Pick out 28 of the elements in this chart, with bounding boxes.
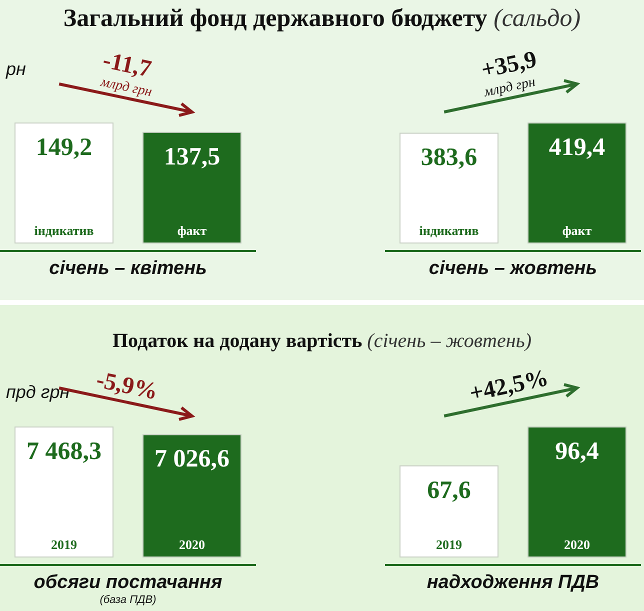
x-tick-label: факт	[562, 223, 592, 238]
text: (січень – жовтень)	[362, 330, 532, 352]
y-axis-title: рн	[5, 59, 26, 79]
x-tick-label: 2019	[436, 537, 462, 552]
x-tick-label: 2020	[564, 537, 590, 552]
text: Загальний фонд державного бюджету	[63, 5, 488, 32]
x-tick-label: 2020	[179, 537, 205, 552]
x-axis-title: надходження ПДВ	[426, 572, 600, 593]
data-label: 96,4	[555, 438, 600, 465]
text: (сальдо)	[487, 5, 581, 32]
x-tick-label: 2019	[51, 537, 78, 552]
text: млрд грн	[482, 74, 537, 100]
x-tick-label: індикатив	[419, 223, 479, 238]
x-tick-label: факт	[177, 223, 208, 238]
x-tick-label: індикатив	[34, 223, 94, 238]
data-label: 419,4	[548, 134, 606, 161]
x-axis-title: обсяги постачання (база ПДВ)	[34, 572, 222, 606]
data-label: 67,6	[427, 476, 471, 504]
data-label: 7 468,3	[26, 438, 102, 465]
text: Податок на додану вартість	[112, 330, 362, 352]
data-label: 7 026,6	[154, 446, 230, 473]
x-axis-title: січень – квітень	[49, 258, 207, 279]
text: -5,9%	[94, 367, 160, 406]
data-label: 383,6	[420, 144, 478, 172]
data-label: 137,5	[164, 143, 220, 170]
text: +42,5%	[467, 365, 551, 408]
data-label: 149,2	[36, 134, 92, 161]
x-axis-title: січень – жовтень	[428, 258, 598, 279]
